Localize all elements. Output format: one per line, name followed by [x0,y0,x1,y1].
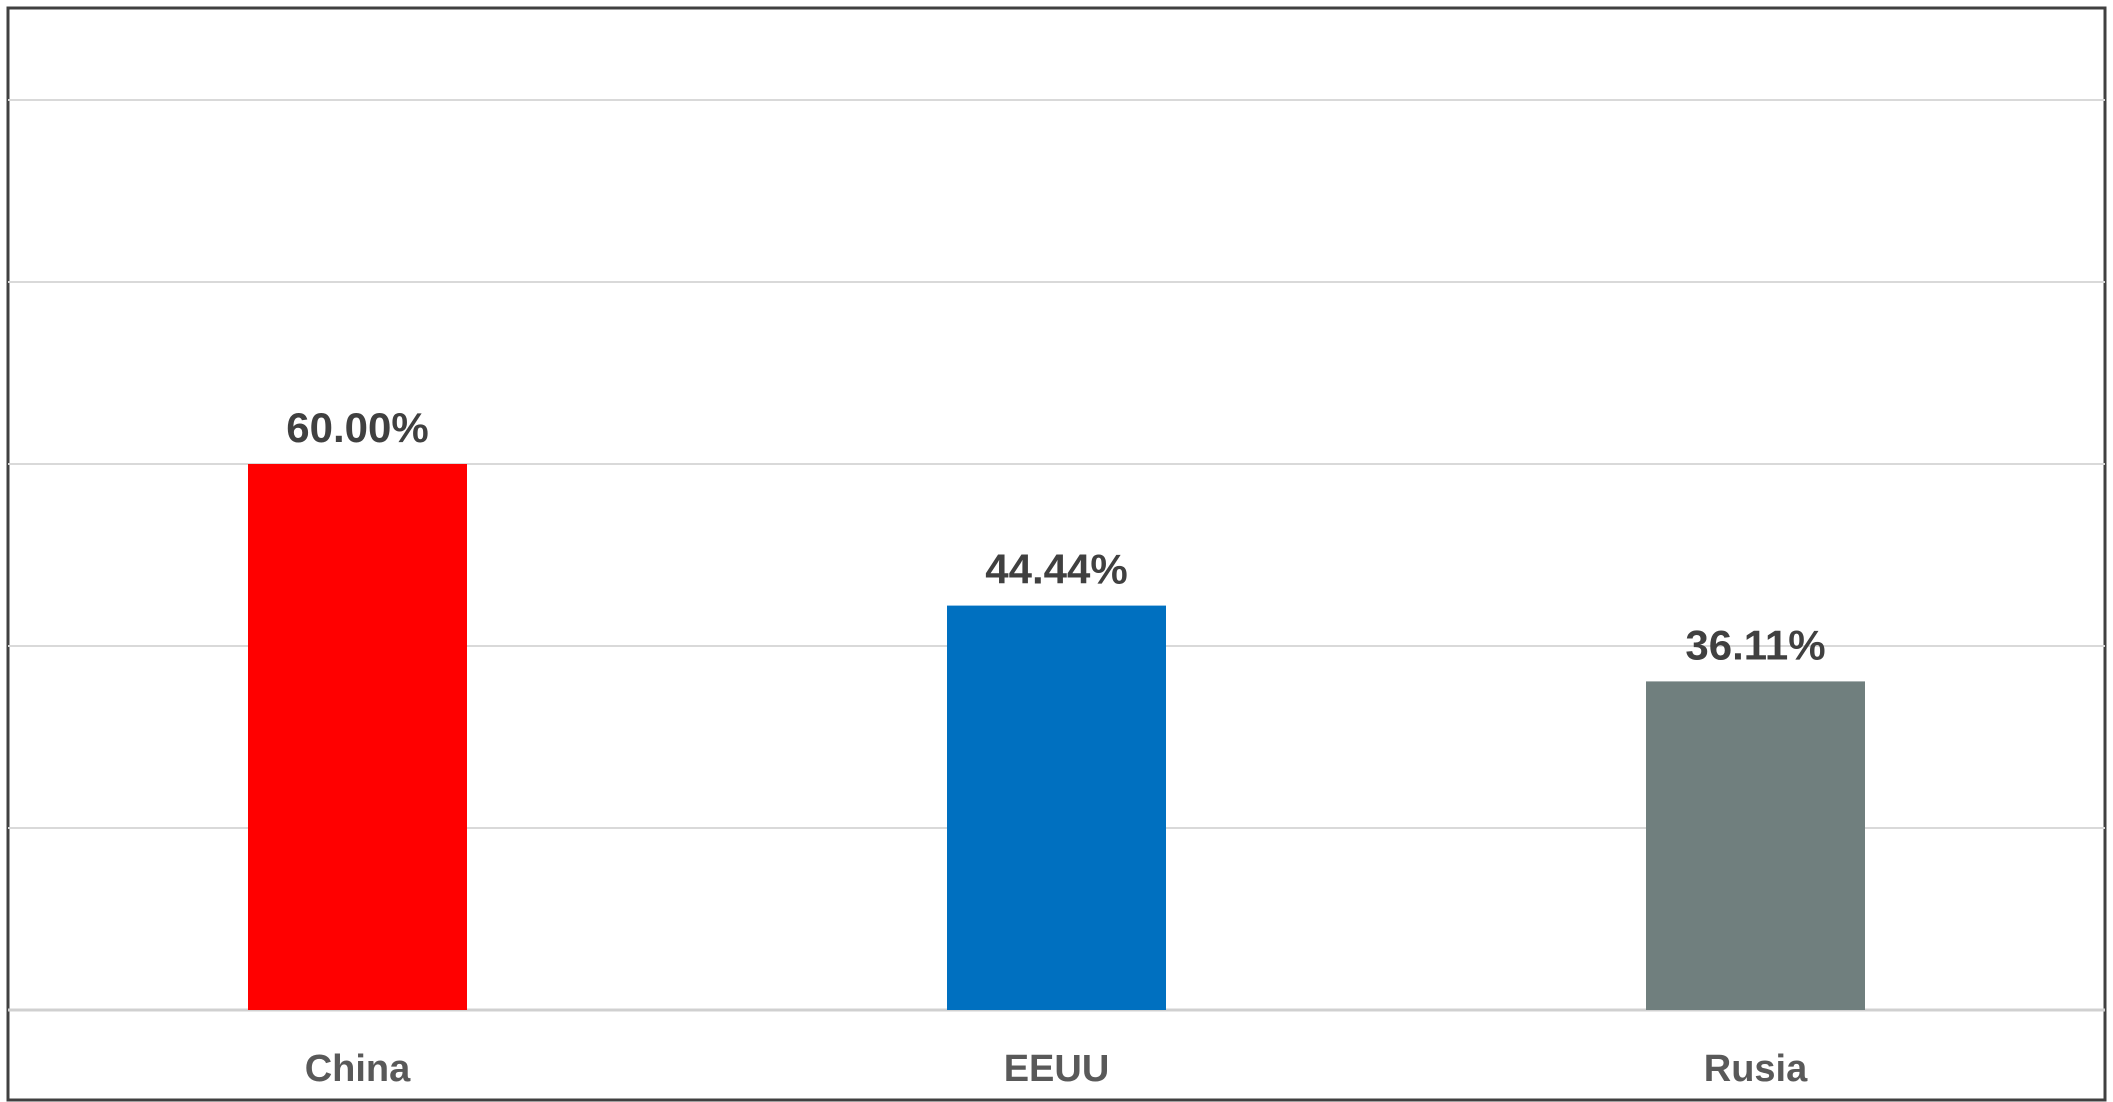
bar-china [248,464,467,1010]
category-labels: China EEUU Rusia [305,1048,1808,1090]
category-label-rusia: Rusia [1704,1048,1808,1090]
value-labels: 60.00% 44.44% 36.11% [286,404,1825,668]
value-label-rusia: 36.11% [1685,621,1825,668]
category-label-eeuu: EEUU [1004,1048,1110,1090]
value-label-china: 60.00% [286,404,428,451]
bar-rusia [1646,681,1865,1010]
category-label-china: China [305,1048,411,1090]
bar-eeuu [947,605,1166,1010]
value-label-eeuu: 44.44% [985,546,1127,593]
bars [248,464,1865,1010]
